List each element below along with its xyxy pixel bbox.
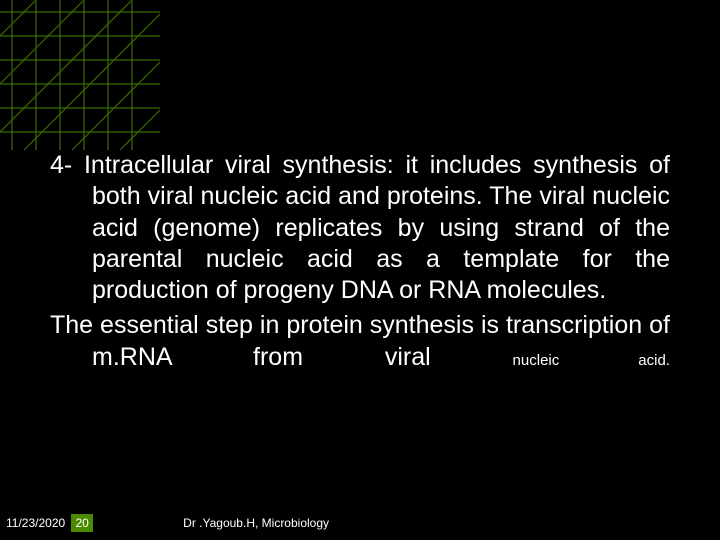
slide-footer: 11/23/2020 20 Dr .Yagoub.H, Microbiology xyxy=(0,512,720,534)
paragraph-2: The essential step in protein synthesis … xyxy=(50,310,670,373)
footer-page-number: 20 xyxy=(71,514,93,532)
slide: 4- Intracellular viral synthesis: it inc… xyxy=(0,0,720,540)
grid-decoration xyxy=(0,0,160,150)
paragraph-1: 4- Intracellular viral synthesis: it inc… xyxy=(50,150,670,306)
slide-body: 4- Intracellular viral synthesis: it inc… xyxy=(50,150,670,373)
footer-author: Dr .Yagoub.H, Microbiology xyxy=(183,516,329,530)
paragraph-2-small: nucleic acid. xyxy=(513,352,670,369)
footer-date: 11/23/2020 xyxy=(0,516,71,530)
